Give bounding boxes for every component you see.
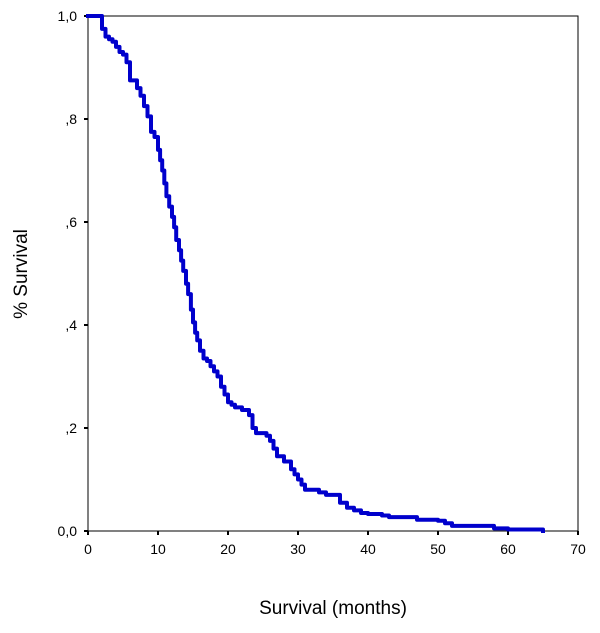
x-tick-label: 40	[360, 541, 376, 557]
x-tick-label: 50	[430, 541, 446, 557]
x-axis-ticks: 0 10 20 30 40 50 60 70	[84, 531, 586, 557]
y-tick-label: 1,0	[58, 8, 78, 24]
y-tick-label: ,6	[65, 214, 77, 230]
x-tick-label: 10	[150, 541, 166, 557]
y-tick-label: ,4	[65, 317, 77, 333]
plot-frame	[87, 15, 579, 532]
x-axis-title: Survival (months)	[259, 598, 407, 619]
y-tick-label: ,8	[65, 111, 77, 127]
x-tick-label: 0	[84, 541, 92, 557]
y-tick-label: ,2	[65, 420, 77, 436]
y-tick-label: 0,0	[58, 523, 78, 539]
survival-curve-line	[86, 14, 545, 533]
y-axis-ticks: 0,0 ,2 ,4 ,6 ,8 1,0	[58, 8, 88, 539]
x-tick-label: 70	[570, 541, 586, 557]
survival-series	[86, 14, 545, 533]
x-tick-label: 30	[290, 541, 306, 557]
y-axis-title: % Survival	[11, 229, 32, 319]
x-tick-label: 20	[220, 541, 236, 557]
x-tick-label: 60	[500, 541, 516, 557]
